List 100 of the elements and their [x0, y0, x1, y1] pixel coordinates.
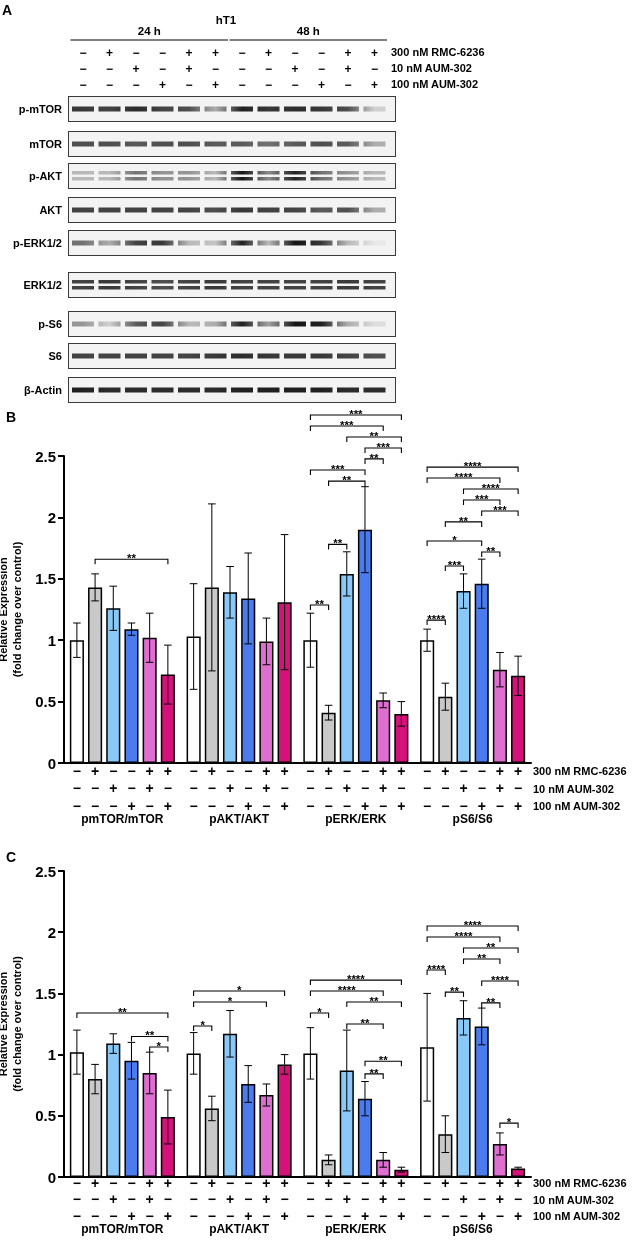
x-tick-label: pmTOR/mTOR: [81, 812, 164, 826]
y-tick-label: 2.5: [35, 447, 56, 465]
annotation: ****: [346, 973, 366, 986]
text: − − + − + −: [306, 780, 406, 797]
y-tick-label: 2: [47, 923, 56, 941]
annotation: *: [227, 994, 233, 1007]
text: AKT: [39, 204, 63, 216]
text: − + − − + +: [306, 762, 406, 779]
x-tick-label: pERK/ERK: [325, 812, 387, 826]
text: 10 nM AUM-302: [533, 782, 614, 795]
text: 300 nM RMC-6236: [533, 765, 627, 778]
annotation: ***: [447, 559, 462, 572]
x-tick-label: pS6/S6: [452, 812, 493, 826]
annotation: ****: [337, 983, 357, 996]
annotation: ***: [493, 504, 508, 517]
y-tick-label: 0: [47, 754, 56, 772]
text: ***: [349, 407, 363, 420]
annotation: *: [156, 1040, 162, 1053]
y-tick-label: 1.5: [35, 984, 56, 1002]
text: − − + − + −: [423, 780, 523, 797]
text: 48 h: [296, 25, 320, 37]
text: − − − + − +: [423, 1207, 523, 1224]
text: S6: [48, 350, 62, 362]
text: − − − + − +: [72, 1207, 172, 1224]
annotation: **: [342, 474, 352, 487]
x-tick-label: pS6/S6: [452, 1222, 493, 1236]
annotation: ***: [475, 492, 489, 505]
annotation: **: [333, 537, 343, 550]
annotation: ****: [454, 470, 473, 483]
text: p-ERK1/2: [13, 237, 62, 249]
annotation: **: [486, 940, 496, 953]
y-tick-label: 1: [47, 1046, 56, 1064]
text: − − − + − +: [189, 797, 289, 814]
text: − − + − + −: [72, 1191, 172, 1208]
annotation: **: [486, 545, 496, 558]
chart-title: C: [6, 849, 17, 865]
y-tick-label: 1.5: [35, 570, 56, 588]
x-tick-label: pAKT/AKT: [209, 1222, 270, 1236]
text: − − + − + −: [189, 1191, 289, 1208]
annotation: ****: [454, 929, 473, 942]
text: − − + − + −: [189, 780, 289, 797]
x-tick-label: pAKT/AKT: [209, 812, 270, 826]
text: p-AKT: [29, 170, 63, 182]
text: p-S6: [38, 318, 62, 330]
annotation: ****: [463, 918, 483, 931]
annotation: *: [200, 1018, 206, 1031]
text: 100 nM AUM-302: [533, 1210, 621, 1223]
annotation: − + − − + +: [72, 1174, 172, 1191]
annotation: ****: [490, 974, 510, 987]
text: − − − + − +: [423, 797, 523, 814]
text: A: [2, 2, 13, 18]
text: hT1: [215, 14, 237, 26]
text: − − − + − +: [189, 1207, 289, 1224]
x-tick-label: pERK/ERK: [325, 1222, 387, 1236]
y-tick-label: 1: [47, 631, 56, 649]
annotation: **: [369, 994, 380, 1007]
y-axis-title: Relative Expression (fold change over control): [0, 541, 24, 678]
text: − + − − + +: [423, 762, 523, 779]
text: − + − − + +: [238, 45, 379, 60]
text: − + − − + +: [189, 1174, 289, 1191]
y-tick-label: 0: [47, 1168, 56, 1186]
annotation: ****: [427, 613, 446, 626]
annotation: **: [315, 597, 325, 610]
text: − − + − + −: [79, 61, 220, 76]
text: 24 h: [137, 25, 161, 37]
annotation: **: [127, 552, 137, 565]
text: 100 nM AUM-302: [391, 78, 479, 90]
y-tick-label: 0.5: [35, 693, 56, 711]
text: 10 nM AUM-302: [391, 62, 472, 74]
text: − − + − + −: [238, 61, 379, 76]
text: − + − − + +: [423, 1174, 523, 1191]
text: − + − − + +: [306, 1174, 406, 1191]
y-axis-title: Relative Expression (fold change over control): [0, 955, 24, 1092]
annotation: **: [378, 1054, 389, 1067]
text: − − − + − +: [79, 77, 220, 92]
text: − − − + − +: [72, 797, 172, 814]
annotation: ****: [427, 963, 446, 976]
annotation: *: [506, 1116, 512, 1129]
annotation: **: [449, 985, 460, 998]
annotation: **: [477, 952, 487, 965]
text: 100 nM AUM-302: [533, 800, 621, 813]
annotation: **: [145, 1029, 155, 1042]
text: − − + − + −: [423, 1191, 523, 1208]
text: ***: [340, 419, 355, 432]
text: − + − − + +: [189, 762, 289, 779]
annotation: **: [369, 1066, 380, 1079]
y-tick-label: 0.5: [35, 1107, 56, 1125]
text: ***: [376, 441, 391, 454]
annotation: ****: [463, 460, 483, 473]
text: mTOR: [29, 138, 63, 150]
text: p-mTOR: [18, 103, 63, 115]
annotation: *: [317, 1005, 323, 1018]
text: 300 nM RMC-6236: [533, 1177, 627, 1190]
text: − − − + − +: [306, 797, 406, 814]
annotation: * **: [452, 514, 469, 546]
text: − − + − + −: [306, 1191, 406, 1208]
annotation: − + − − + +: [72, 762, 172, 779]
annotation: **: [486, 995, 496, 1008]
annotation: *: [236, 983, 242, 996]
text: β-Actin: [24, 384, 63, 396]
